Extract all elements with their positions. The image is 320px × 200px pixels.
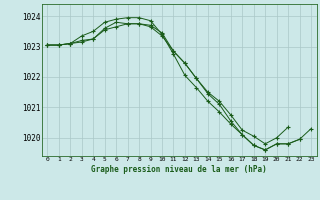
X-axis label: Graphe pression niveau de la mer (hPa): Graphe pression niveau de la mer (hPa) — [91, 165, 267, 174]
